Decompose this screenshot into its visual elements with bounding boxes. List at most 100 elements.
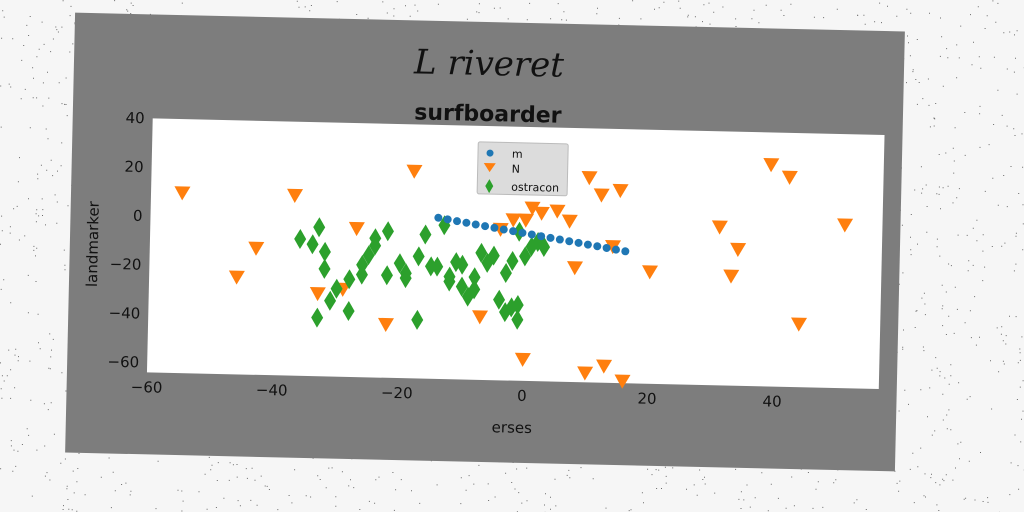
point-m xyxy=(462,218,471,227)
point-ostracon xyxy=(450,252,463,273)
point-m xyxy=(583,240,592,249)
point-n xyxy=(642,265,659,280)
x-axis-label: erses xyxy=(491,418,532,437)
y-tick-label: 40 xyxy=(125,109,144,127)
legend: m N ostracon xyxy=(476,141,569,197)
point-n xyxy=(711,220,728,235)
point-ostracon xyxy=(468,267,481,288)
point-ostracon xyxy=(538,237,551,258)
point-n xyxy=(593,188,610,203)
point-ostracon xyxy=(355,264,368,285)
point-m xyxy=(565,237,574,246)
point-n xyxy=(612,183,629,199)
y-tick-label: −40 xyxy=(108,304,140,323)
point-ostracon xyxy=(380,265,393,286)
point-ostracon xyxy=(411,309,424,330)
y-axis-label: landmarker xyxy=(83,200,103,287)
point-ostracon xyxy=(505,297,518,318)
point-n xyxy=(781,170,798,185)
point-m xyxy=(555,235,564,244)
legend-marker-ostracon xyxy=(485,179,494,194)
point-n xyxy=(567,261,584,276)
axis-ticks: −60 −40 −20 0 20 40 −60 −40 −20 0 20 40 xyxy=(107,109,782,411)
point-m xyxy=(453,217,462,226)
point-ostracon xyxy=(318,241,331,262)
scatter-plot: −60 −40 −20 0 20 40 −60 −40 −20 0 20 40 erses landm… xyxy=(83,109,885,437)
point-m xyxy=(527,230,536,239)
point-ostracon xyxy=(419,224,432,245)
point-ostracon xyxy=(381,221,394,242)
y-tick-label: 20 xyxy=(124,158,143,176)
point-n xyxy=(348,221,365,237)
y-tick-label: 0 xyxy=(133,207,143,225)
x-tick-label: −60 xyxy=(131,378,163,397)
point-ostracon xyxy=(443,271,456,292)
point-ostracon xyxy=(399,268,412,289)
point-n xyxy=(549,204,566,219)
point-ostracon xyxy=(306,234,319,255)
point-n xyxy=(228,270,245,285)
x-tick-label: 40 xyxy=(762,392,781,410)
point-ostracon xyxy=(294,229,307,250)
point-m xyxy=(443,215,452,224)
point-m xyxy=(611,245,620,254)
point-n xyxy=(723,269,740,284)
point-ostracon xyxy=(431,256,444,277)
x-tick-label: 20 xyxy=(637,390,656,408)
point-n xyxy=(561,214,578,229)
point-m xyxy=(434,213,443,222)
point-n xyxy=(763,158,780,173)
y-tick-label: −60 xyxy=(107,353,139,372)
point-ostracon xyxy=(342,300,355,321)
point-n xyxy=(791,317,808,332)
point-ostracon xyxy=(311,307,324,328)
point-ostracon xyxy=(424,256,437,277)
point-m xyxy=(593,242,602,251)
point-ostracon xyxy=(343,269,356,290)
x-tick-label: −40 xyxy=(256,381,288,400)
point-m xyxy=(499,225,508,234)
point-ostracon xyxy=(318,258,331,279)
point-ostracon xyxy=(475,242,488,263)
point-ostracon xyxy=(499,263,512,284)
plot-area xyxy=(146,118,885,389)
point-n xyxy=(730,242,747,257)
legend-label-n: N xyxy=(512,163,521,176)
legend-marker-m xyxy=(486,149,494,157)
point-ostracon xyxy=(519,246,532,267)
point-n xyxy=(377,317,394,333)
point-n xyxy=(287,188,304,203)
point-n xyxy=(406,164,423,179)
legend-label-m: m xyxy=(512,148,523,161)
point-ostracon xyxy=(324,290,337,311)
point-ostracon xyxy=(455,276,468,297)
point-m xyxy=(481,222,490,231)
point-n xyxy=(472,310,489,325)
point-m xyxy=(490,223,499,232)
point-ostracon xyxy=(362,245,375,266)
point-m xyxy=(471,220,480,229)
x-tick-label: 0 xyxy=(517,387,527,405)
point-n xyxy=(614,374,631,389)
point-m xyxy=(518,228,527,237)
point-n xyxy=(514,352,531,367)
point-n xyxy=(518,213,535,228)
figure-panel: L riveret surfboarder −60 −40 −20 0 20 40 −60−… xyxy=(65,12,905,472)
legend-entry-m: m xyxy=(486,148,523,161)
point-n xyxy=(533,206,550,221)
point-m xyxy=(574,238,583,247)
point-ostracon xyxy=(412,246,425,267)
legend-entry-ostracon: ostracon xyxy=(485,179,559,195)
point-ostracon xyxy=(511,309,524,330)
point-ostracon xyxy=(487,245,500,266)
point-ostracon xyxy=(506,250,519,271)
point-m xyxy=(546,233,555,242)
point-ostracon xyxy=(493,289,506,310)
legend-marker-n xyxy=(483,162,496,173)
legend-label-ostracon: ostracon xyxy=(511,181,559,195)
point-ostracon xyxy=(456,254,469,275)
point-n xyxy=(596,359,613,374)
point-n xyxy=(581,171,598,186)
x-tick-label: −20 xyxy=(381,384,413,403)
point-ostracon xyxy=(393,253,406,274)
